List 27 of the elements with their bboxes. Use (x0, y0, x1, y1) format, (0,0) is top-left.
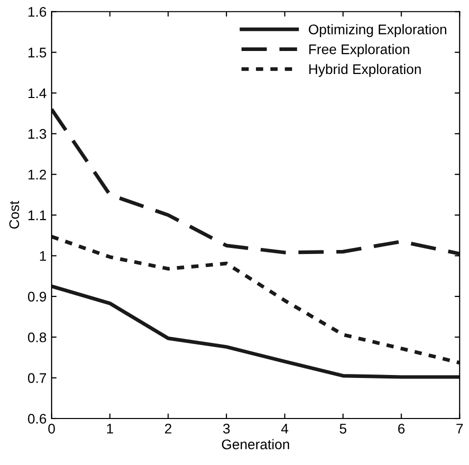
y-tick-label: 1.3 (28, 129, 46, 139)
y-tick-label: 0.7 (28, 373, 46, 383)
x-tick-label: 2 (165, 424, 172, 434)
x-tick-label: 6 (398, 424, 405, 434)
x-tick-label: 4 (281, 424, 288, 434)
y-tick-label: 1 (40, 251, 46, 261)
legend-label: Free Exploration (309, 44, 410, 57)
y-tick-label: 0.8 (28, 332, 46, 342)
legend-label: Optimizing Exploration (308, 24, 446, 38)
y-tick-label: 0.6 (28, 414, 46, 424)
line-series (52, 107, 460, 256)
x-tick-label: 3 (223, 424, 230, 434)
y-tick-label: 0.9 (28, 292, 46, 302)
x-tick-label: 1 (107, 424, 114, 434)
y-tick-label: 1.4 (28, 88, 46, 98)
legend-label: Hybrid Exploration (309, 64, 421, 77)
x-tick-label: 5 (340, 424, 346, 434)
y-axis-title: Cost (9, 200, 20, 229)
x-tick-label: 0 (48, 424, 55, 434)
y-tick-label: 1.1 (28, 210, 46, 220)
y-tick-label: 1.2 (28, 170, 46, 180)
x-axis-title: Generation (222, 439, 290, 450)
y-tick-label: 1.5 (28, 48, 46, 58)
line-series (52, 234, 460, 365)
y-tick-label: 1.6 (28, 6, 46, 17)
x-tick-label: 7 (456, 424, 463, 434)
line-series (52, 284, 460, 379)
